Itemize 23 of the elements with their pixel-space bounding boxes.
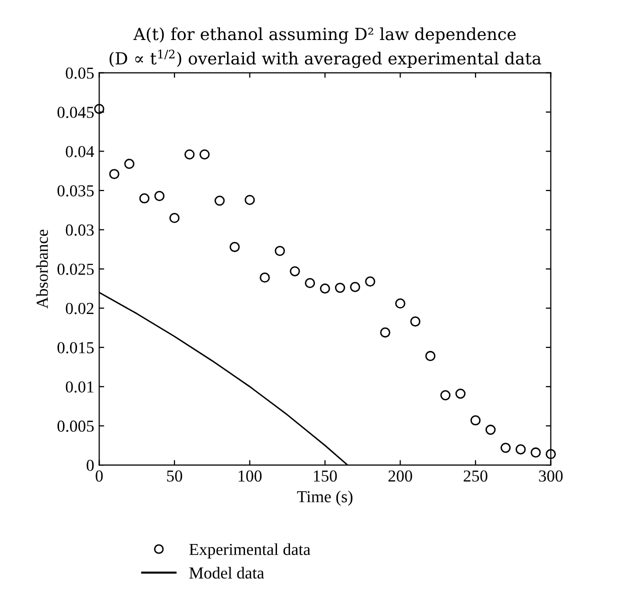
y-tick-label: 0.035 [57,185,94,197]
legend-label: Experimental data [189,543,310,558]
y-tick-label: 0 [86,460,94,472]
x-axis-title: Time (s) [297,490,352,506]
y-tick-label: 0.03 [66,224,94,236]
y-tick-label: 0.04 [66,146,94,158]
legend-label: Model data [189,566,264,579]
x-tick-label: 0 [96,470,103,482]
x-tick-label: 200 [388,470,412,482]
y-tick-label: 0.045 [57,106,94,118]
y-tick-label: 0.025 [57,264,94,275]
y-axis-title: Absorbance [36,230,48,309]
chart-title: A(t) for ethanol assuming D² law dependence (D ∝ t$^{1/2}$) overlaid with averaged experimental data [110,27,542,68]
x-tick-label: 150 [314,470,337,482]
y-tick-label: 0.01 [66,381,94,393]
x-tick-label: 50 [167,470,182,482]
y-tick-label: 0.05 [66,68,94,79]
y-tick-label: 0.02 [66,302,94,314]
x-tick-label: 100 [238,470,262,482]
y-tick-label: 0.015 [57,342,94,354]
x-tick-label: 300 [539,470,563,482]
x-tick-label: 250 [464,470,488,482]
y-tick-label: 0.005 [57,420,94,432]
